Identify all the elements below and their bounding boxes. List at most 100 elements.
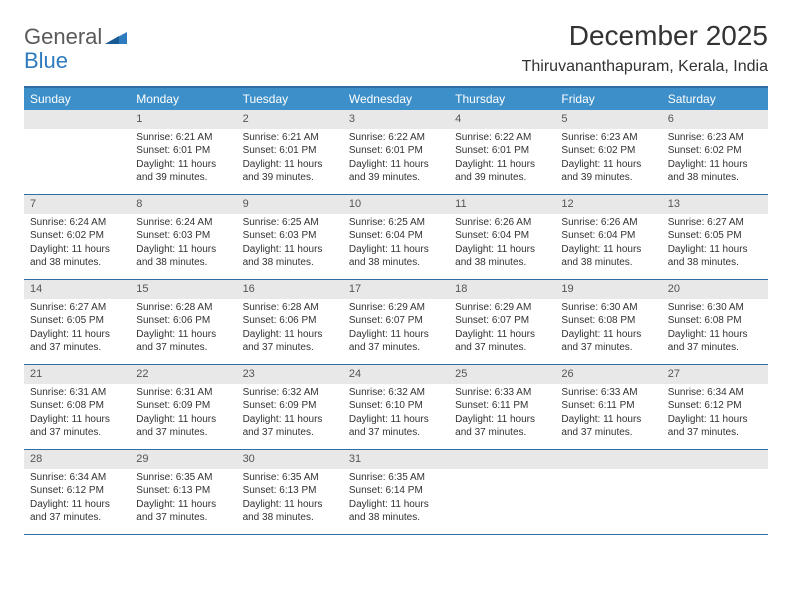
day-details: Sunrise: 6:27 AMSunset: 6:05 PMDaylight:…	[24, 299, 130, 361]
day-number: 5	[555, 110, 661, 129]
day-number: 28	[24, 450, 130, 469]
day-number	[662, 450, 768, 469]
day-details: Sunrise: 6:21 AMSunset: 6:01 PMDaylight:…	[237, 129, 343, 191]
day-number	[555, 450, 661, 469]
calendar-cell: 22Sunrise: 6:31 AMSunset: 6:09 PMDayligh…	[130, 365, 236, 449]
weekday-label: Wednesday	[343, 88, 449, 110]
calendar-cell: 17Sunrise: 6:29 AMSunset: 6:07 PMDayligh…	[343, 280, 449, 364]
day-details: Sunrise: 6:27 AMSunset: 6:05 PMDaylight:…	[662, 214, 768, 276]
day-details: Sunrise: 6:25 AMSunset: 6:03 PMDaylight:…	[237, 214, 343, 276]
calendar-body: 1Sunrise: 6:21 AMSunset: 6:01 PMDaylight…	[24, 110, 768, 535]
day-details: Sunrise: 6:26 AMSunset: 6:04 PMDaylight:…	[555, 214, 661, 276]
day-number: 6	[662, 110, 768, 129]
weekday-label: Thursday	[449, 88, 555, 110]
calendar-cell: 30Sunrise: 6:35 AMSunset: 6:13 PMDayligh…	[237, 450, 343, 534]
calendar-cell: 13Sunrise: 6:27 AMSunset: 6:05 PMDayligh…	[662, 195, 768, 279]
day-number: 20	[662, 280, 768, 299]
day-details: Sunrise: 6:22 AMSunset: 6:01 PMDaylight:…	[343, 129, 449, 191]
calendar-cell: 16Sunrise: 6:28 AMSunset: 6:06 PMDayligh…	[237, 280, 343, 364]
calendar-cell: 25Sunrise: 6:33 AMSunset: 6:11 PMDayligh…	[449, 365, 555, 449]
day-number: 19	[555, 280, 661, 299]
day-number: 3	[343, 110, 449, 129]
calendar-cell: 29Sunrise: 6:35 AMSunset: 6:13 PMDayligh…	[130, 450, 236, 534]
day-number: 16	[237, 280, 343, 299]
day-number: 31	[343, 450, 449, 469]
calendar-week: 7Sunrise: 6:24 AMSunset: 6:02 PMDaylight…	[24, 195, 768, 280]
calendar-cell: 26Sunrise: 6:33 AMSunset: 6:11 PMDayligh…	[555, 365, 661, 449]
calendar-cell: 20Sunrise: 6:30 AMSunset: 6:08 PMDayligh…	[662, 280, 768, 364]
day-number: 11	[449, 195, 555, 214]
day-details: Sunrise: 6:28 AMSunset: 6:06 PMDaylight:…	[130, 299, 236, 361]
weekday-label: Tuesday	[237, 88, 343, 110]
day-number	[24, 110, 130, 129]
calendar-cell: 15Sunrise: 6:28 AMSunset: 6:06 PMDayligh…	[130, 280, 236, 364]
calendar-cell: 7Sunrise: 6:24 AMSunset: 6:02 PMDaylight…	[24, 195, 130, 279]
month-title: December 2025	[522, 20, 768, 52]
calendar-week: 21Sunrise: 6:31 AMSunset: 6:08 PMDayligh…	[24, 365, 768, 450]
calendar-cell	[555, 450, 661, 534]
logo-icon	[105, 24, 127, 50]
calendar-week: 14Sunrise: 6:27 AMSunset: 6:05 PMDayligh…	[24, 280, 768, 365]
day-number: 7	[24, 195, 130, 214]
day-number: 27	[662, 365, 768, 384]
day-number: 23	[237, 365, 343, 384]
day-number: 26	[555, 365, 661, 384]
day-number: 14	[24, 280, 130, 299]
day-number: 25	[449, 365, 555, 384]
calendar-cell: 31Sunrise: 6:35 AMSunset: 6:14 PMDayligh…	[343, 450, 449, 534]
day-details: Sunrise: 6:32 AMSunset: 6:10 PMDaylight:…	[343, 384, 449, 446]
day-number: 10	[343, 195, 449, 214]
day-details: Sunrise: 6:29 AMSunset: 6:07 PMDaylight:…	[449, 299, 555, 361]
day-number: 18	[449, 280, 555, 299]
calendar-cell	[24, 110, 130, 194]
calendar-cell: 27Sunrise: 6:34 AMSunset: 6:12 PMDayligh…	[662, 365, 768, 449]
calendar-cell: 2Sunrise: 6:21 AMSunset: 6:01 PMDaylight…	[237, 110, 343, 194]
day-details: Sunrise: 6:26 AMSunset: 6:04 PMDaylight:…	[449, 214, 555, 276]
day-details: Sunrise: 6:34 AMSunset: 6:12 PMDaylight:…	[662, 384, 768, 446]
calendar-cell: 4Sunrise: 6:22 AMSunset: 6:01 PMDaylight…	[449, 110, 555, 194]
day-number: 4	[449, 110, 555, 129]
day-details: Sunrise: 6:34 AMSunset: 6:12 PMDaylight:…	[24, 469, 130, 531]
day-details: Sunrise: 6:24 AMSunset: 6:02 PMDaylight:…	[24, 214, 130, 276]
day-details: Sunrise: 6:30 AMSunset: 6:08 PMDaylight:…	[555, 299, 661, 361]
day-details: Sunrise: 6:23 AMSunset: 6:02 PMDaylight:…	[662, 129, 768, 191]
day-details: Sunrise: 6:35 AMSunset: 6:13 PMDaylight:…	[130, 469, 236, 531]
calendar-cell: 23Sunrise: 6:32 AMSunset: 6:09 PMDayligh…	[237, 365, 343, 449]
day-number: 13	[662, 195, 768, 214]
day-number: 24	[343, 365, 449, 384]
day-details: Sunrise: 6:33 AMSunset: 6:11 PMDaylight:…	[449, 384, 555, 446]
day-details: Sunrise: 6:25 AMSunset: 6:04 PMDaylight:…	[343, 214, 449, 276]
calendar-cell: 24Sunrise: 6:32 AMSunset: 6:10 PMDayligh…	[343, 365, 449, 449]
calendar-cell: 10Sunrise: 6:25 AMSunset: 6:04 PMDayligh…	[343, 195, 449, 279]
calendar-cell: 18Sunrise: 6:29 AMSunset: 6:07 PMDayligh…	[449, 280, 555, 364]
day-details: Sunrise: 6:32 AMSunset: 6:09 PMDaylight:…	[237, 384, 343, 446]
calendar-cell: 8Sunrise: 6:24 AMSunset: 6:03 PMDaylight…	[130, 195, 236, 279]
day-details: Sunrise: 6:29 AMSunset: 6:07 PMDaylight:…	[343, 299, 449, 361]
day-number: 30	[237, 450, 343, 469]
calendar-week: 1Sunrise: 6:21 AMSunset: 6:01 PMDaylight…	[24, 110, 768, 195]
day-number: 9	[237, 195, 343, 214]
weekday-label: Friday	[555, 88, 661, 110]
calendar-cell: 12Sunrise: 6:26 AMSunset: 6:04 PMDayligh…	[555, 195, 661, 279]
day-number: 2	[237, 110, 343, 129]
weekday-label: Monday	[130, 88, 236, 110]
day-details: Sunrise: 6:31 AMSunset: 6:09 PMDaylight:…	[130, 384, 236, 446]
calendar-cell	[662, 450, 768, 534]
day-details: Sunrise: 6:33 AMSunset: 6:11 PMDaylight:…	[555, 384, 661, 446]
day-number: 12	[555, 195, 661, 214]
calendar-cell: 14Sunrise: 6:27 AMSunset: 6:05 PMDayligh…	[24, 280, 130, 364]
calendar-week: 28Sunrise: 6:34 AMSunset: 6:12 PMDayligh…	[24, 450, 768, 535]
calendar-cell: 3Sunrise: 6:22 AMSunset: 6:01 PMDaylight…	[343, 110, 449, 194]
location: Thiruvananthapuram, Kerala, India	[522, 58, 768, 76]
day-details: Sunrise: 6:23 AMSunset: 6:02 PMDaylight:…	[555, 129, 661, 191]
calendar-cell: 1Sunrise: 6:21 AMSunset: 6:01 PMDaylight…	[130, 110, 236, 194]
calendar-cell: 19Sunrise: 6:30 AMSunset: 6:08 PMDayligh…	[555, 280, 661, 364]
day-number: 21	[24, 365, 130, 384]
day-details: Sunrise: 6:24 AMSunset: 6:03 PMDaylight:…	[130, 214, 236, 276]
weekday-header: SundayMondayTuesdayWednesdayThursdayFrid…	[24, 88, 768, 110]
day-number: 1	[130, 110, 236, 129]
day-details: Sunrise: 6:35 AMSunset: 6:13 PMDaylight:…	[237, 469, 343, 531]
logo-text-2: Blue	[24, 48, 68, 74]
day-number: 15	[130, 280, 236, 299]
logo: General	[24, 24, 127, 50]
